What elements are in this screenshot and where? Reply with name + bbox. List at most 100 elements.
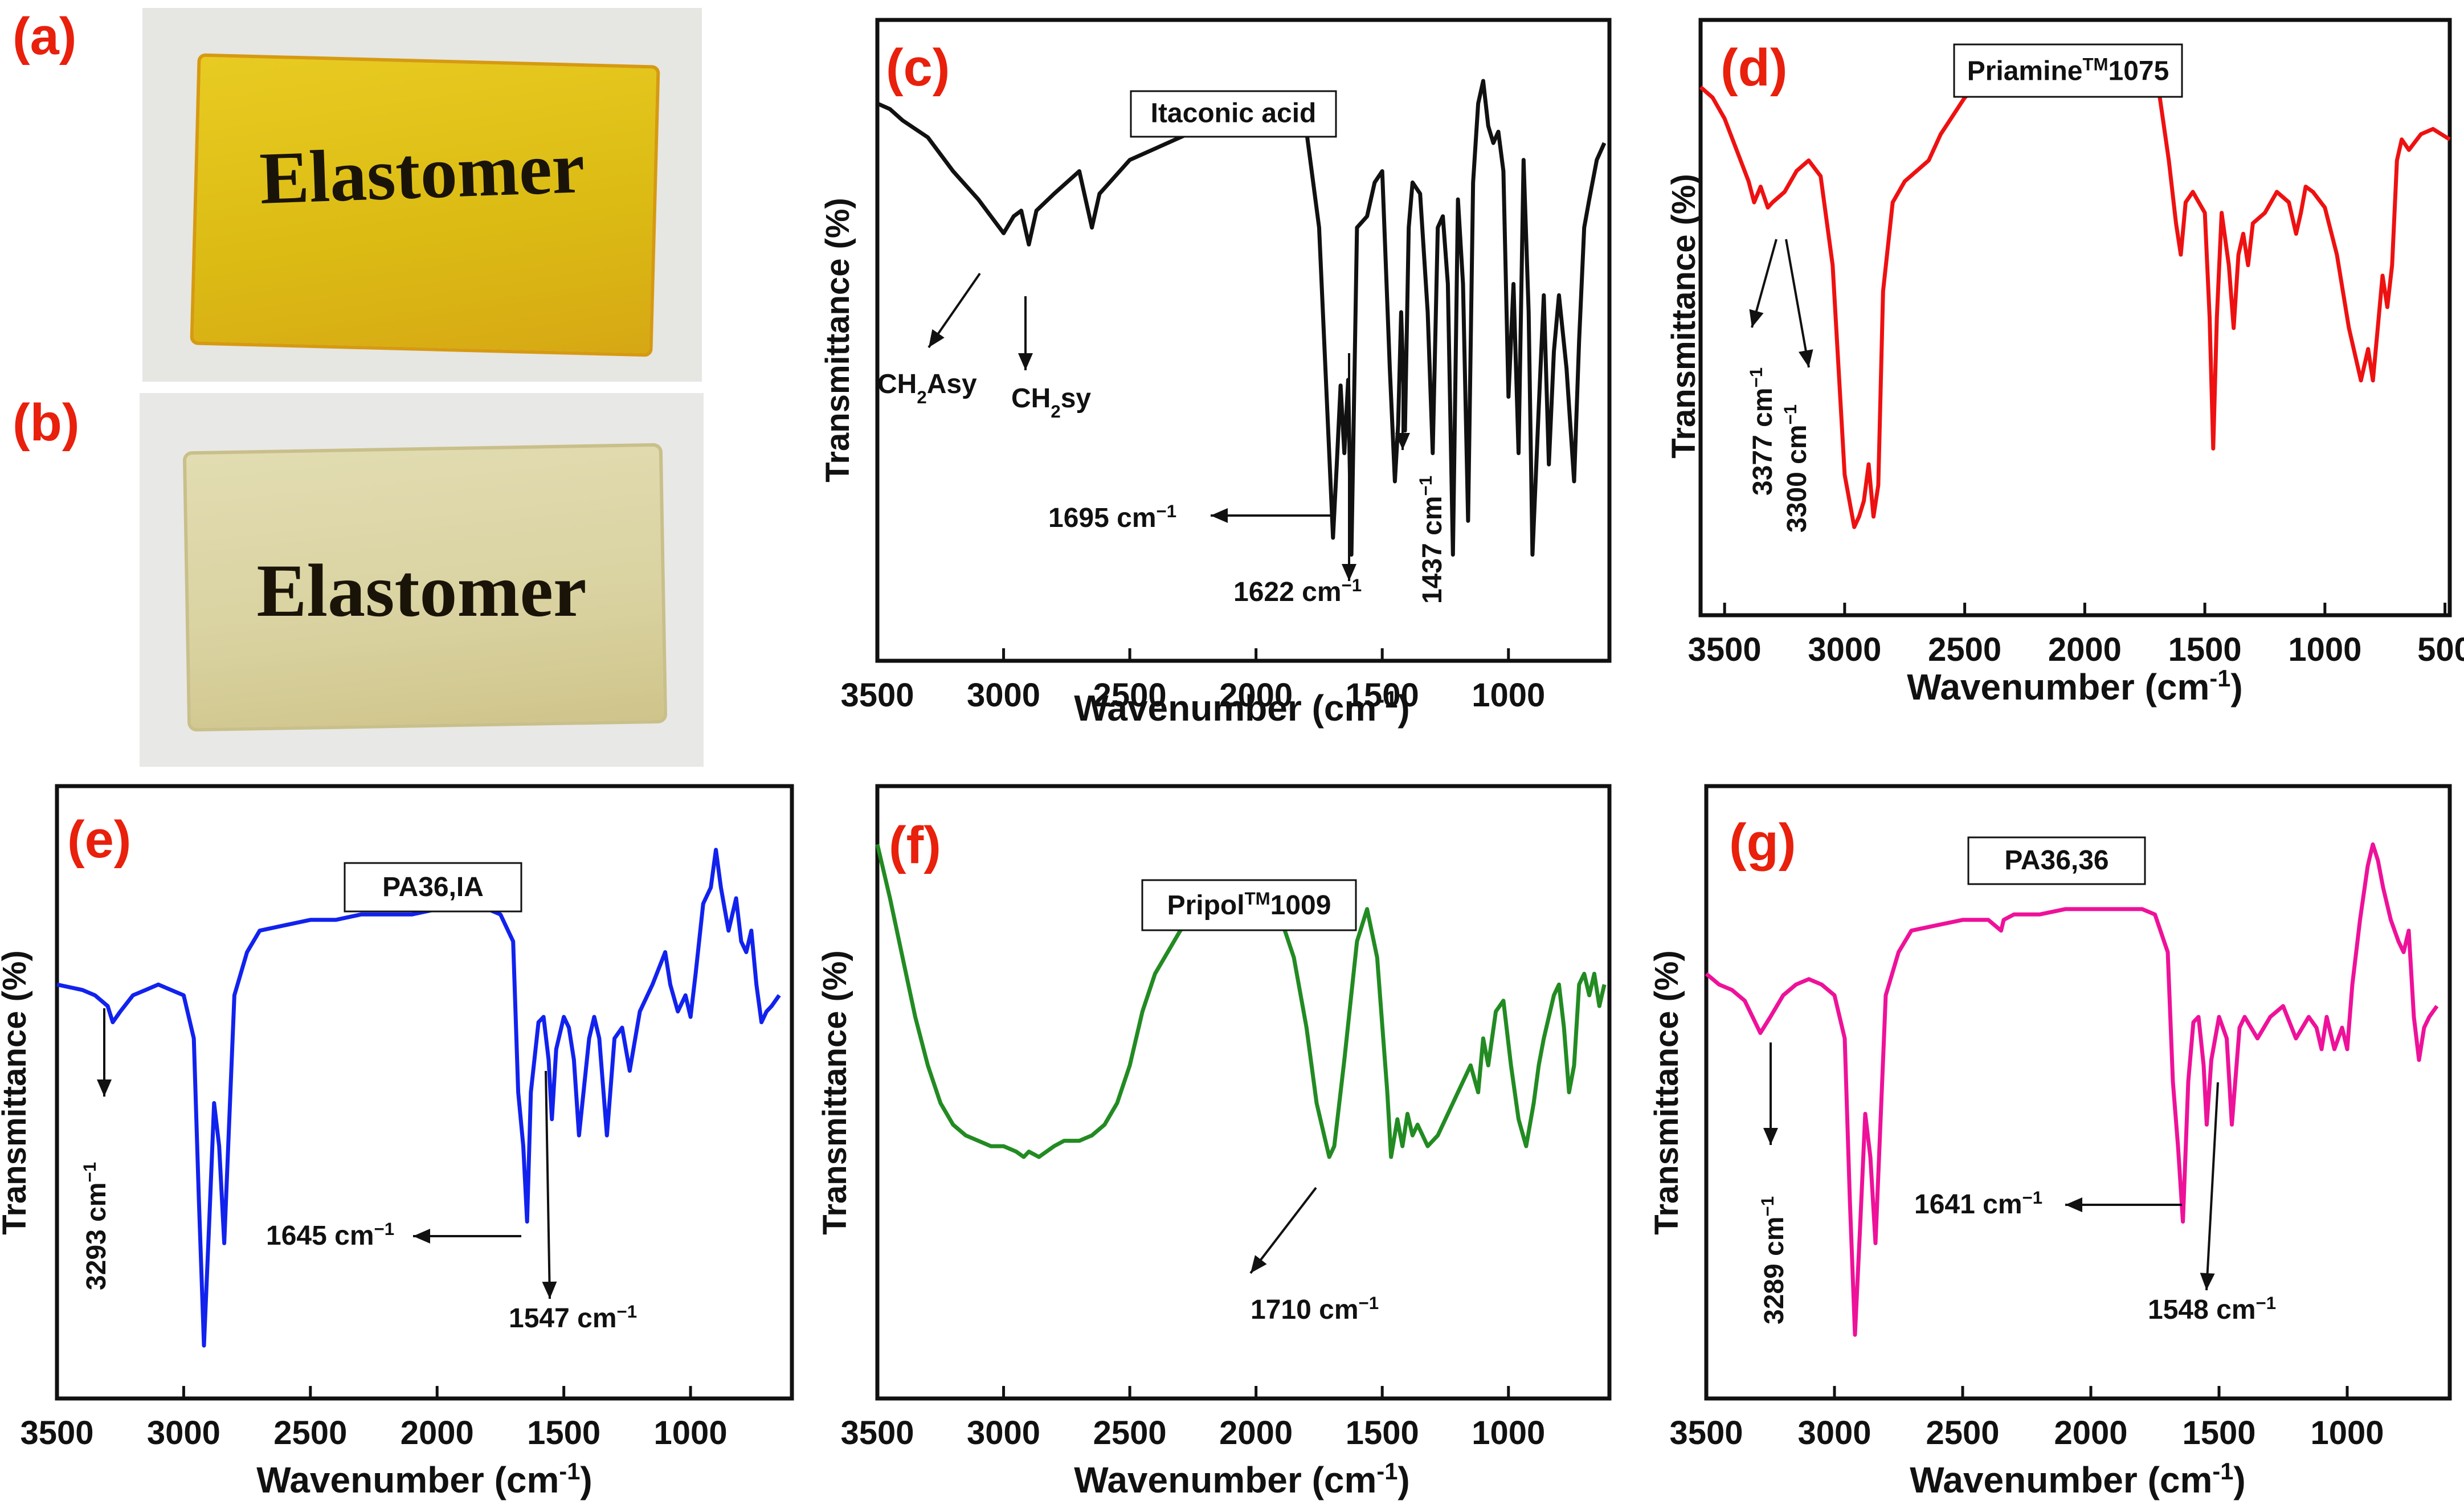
x-tick-label: 2500 <box>1926 1414 1999 1451</box>
annotation-arrow <box>1395 342 1410 450</box>
y-axis-label: Transmittance (%) <box>1665 174 1702 459</box>
spectrum-line <box>56 848 781 1348</box>
plot-frame <box>55 784 794 1401</box>
x-tick-label: 2500 <box>273 1414 347 1451</box>
y-axis-label: Transmittance (%) <box>819 198 856 482</box>
plot-frame <box>1704 784 2452 1401</box>
x-axis-label: Wavenumber (cm-1) <box>1907 665 2242 708</box>
annotation-arrow <box>1785 239 1813 368</box>
chart-title-box <box>1141 879 1357 931</box>
peak-annotation: 3300 cm−1 <box>1780 404 1813 533</box>
x-tick-label: 3000 <box>1808 631 1881 668</box>
chart-c: 3500 3000 2500 2000 1500 1000 (c) Itaconic acid… <box>819 18 1612 729</box>
x-tick-label: 500 <box>2417 631 2464 668</box>
x-tick-label: 2500 <box>1093 677 1167 714</box>
annotation-arrow <box>1211 508 1336 523</box>
peak-annotation: 3293 cm−1 <box>80 1162 112 1290</box>
annotation-arrow <box>413 1229 521 1244</box>
x-tick-label: 1500 <box>1346 677 1419 714</box>
x-tick-label: 1000 <box>2310 1414 2384 1451</box>
annotation-arrow <box>97 1008 112 1097</box>
peak-annotation: 1641 cm−1 <box>1914 1188 2042 1220</box>
x-tick-label: 2000 <box>1219 1414 1293 1451</box>
chart-e: 3500 3000 2500 2000 1500 1000 (e) PA36,IA Wavenu… <box>0 784 794 1501</box>
panel-letter-a: (a) <box>13 7 77 66</box>
x-tick-label: 1000 <box>1472 1414 1545 1451</box>
x-tick-label: 1500 <box>1346 1414 1419 1451</box>
chart-title: PripolTM1009 <box>1167 888 1331 921</box>
x-tick-label: 2000 <box>2048 631 2122 668</box>
annotation-arrow <box>1249 1187 1317 1274</box>
panel-letter-g: (g) <box>1729 813 1796 872</box>
peak-annotation: 1645 cm−1 <box>266 1219 394 1252</box>
y-axis-label: Transmittance (%) <box>816 950 853 1235</box>
x-tick-label: 3000 <box>147 1414 220 1451</box>
annotation-arrow <box>927 272 981 349</box>
x-tick-label: 3000 <box>1797 1414 1871 1451</box>
x-tick-label: 3000 <box>967 677 1040 714</box>
x-tick-label: 3500 <box>840 677 914 714</box>
peak-annotation: CH2Asy <box>877 369 977 407</box>
peak-annotation: 3289 cm−1 <box>1758 1196 1790 1324</box>
elastomer-photo-b: Elastomer <box>140 393 704 767</box>
annotation-arrow <box>542 1070 557 1299</box>
x-tick-label: 3500 <box>20 1414 93 1451</box>
x-tick-label: 1000 <box>1472 677 1545 714</box>
x-tick-label: 1000 <box>2288 631 2361 668</box>
elastomer-photo-a: Elastomer <box>142 8 702 382</box>
x-tick-label: 1000 <box>654 1414 728 1451</box>
chart-title: PA36,IA <box>382 872 484 902</box>
panel-letter-b: (b) <box>13 394 80 452</box>
panel-letter-e: (e) <box>67 811 131 869</box>
chart-title-box <box>1967 836 2146 885</box>
spectrum-line <box>876 79 1607 557</box>
x-tick-label: 2500 <box>1093 1414 1167 1451</box>
chart-title: PA36,36 <box>2004 845 2109 876</box>
x-axis-label: Wavenumber (cm-1) <box>1074 686 1409 729</box>
x-tick-label: 1500 <box>2168 631 2242 668</box>
chart-title: PriamineTM1075 <box>1967 54 2169 87</box>
panel-letter-f: (f) <box>889 816 941 874</box>
elastomer-label-b: Elastomer <box>256 549 587 632</box>
chart-title-box <box>344 862 522 913</box>
x-axis-label: Wavenumber (cm-1) <box>256 1458 592 1501</box>
x-axis-label: Wavenumber (cm-1) <box>1910 1458 2245 1501</box>
x-tick-label: 2500 <box>1928 631 2001 668</box>
annotation-arrow <box>1018 296 1033 370</box>
plot-frame <box>875 784 1612 1401</box>
annotation-arrow <box>2200 1082 2219 1291</box>
peak-annotation: 1547 cm−1 <box>509 1302 637 1334</box>
chart-title: Itaconic acid <box>1151 98 1317 128</box>
x-tick-label: 2000 <box>2054 1414 2127 1451</box>
panel-letter-d: (d) <box>1721 39 1787 97</box>
annotation-arrow <box>1763 1042 1778 1145</box>
spectrum-line <box>1699 54 2451 529</box>
x-tick-label: 1500 <box>527 1414 600 1451</box>
x-tick-label: 2000 <box>1219 677 1293 714</box>
chart-title-box <box>1130 90 1337 138</box>
x-tick-label: 2000 <box>401 1414 474 1451</box>
y-axis-label: Transmittance (%) <box>0 950 33 1235</box>
x-tick-label: 1500 <box>2182 1414 2255 1451</box>
x-tick-label: 3000 <box>967 1414 1040 1451</box>
x-axis-label: Wavenumber (cm-1) <box>1074 1458 1409 1501</box>
x-tick-label: 3500 <box>1669 1414 1743 1451</box>
plot-frame <box>875 18 1612 663</box>
peak-annotation: CH2sy <box>1011 383 1091 422</box>
annotation-arrow <box>1749 239 1777 328</box>
annotation-arrow <box>1342 353 1356 581</box>
peak-annotation: 1548 cm−1 <box>2148 1293 2276 1326</box>
x-tick-label: 3500 <box>1688 631 1762 668</box>
peak-annotation: 3377 cm−1 <box>1746 367 1779 496</box>
spectrum-line <box>1705 842 2439 1337</box>
peak-annotation: 1710 cm−1 <box>1251 1293 1379 1326</box>
chart-d: 3500 3000 2500 2000 1500 1000 500 (d) PriamineTM… <box>1665 18 2464 708</box>
plot-frame <box>1698 18 2452 617</box>
peak-annotation: 1437 cm−1 <box>1416 476 1448 604</box>
panel-letter-c: (c) <box>886 39 950 97</box>
peak-annotation: 1695 cm−1 <box>1048 501 1176 534</box>
chart-f: 3500 3000 2500 2000 1500 1000 (f) PripolTM1009 W… <box>816 784 1612 1501</box>
annotation-arrow <box>2065 1197 2182 1212</box>
